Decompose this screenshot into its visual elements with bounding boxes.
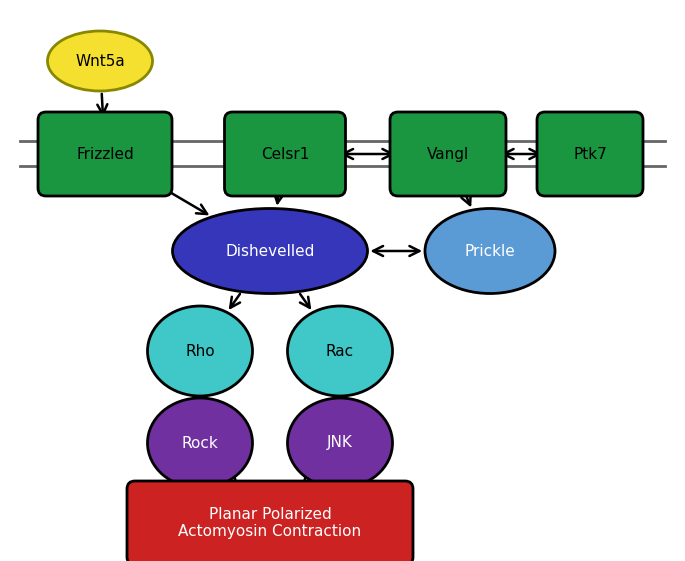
Text: Rho: Rho bbox=[185, 343, 215, 358]
Ellipse shape bbox=[288, 398, 393, 488]
Text: Ptk7: Ptk7 bbox=[573, 146, 607, 162]
Text: Vangl: Vangl bbox=[427, 146, 469, 162]
Ellipse shape bbox=[173, 209, 367, 293]
Text: Planar Polarized
Actomyosin Contraction: Planar Polarized Actomyosin Contraction bbox=[178, 507, 362, 539]
Text: Wnt5a: Wnt5a bbox=[75, 53, 125, 68]
Text: Prickle: Prickle bbox=[464, 243, 515, 259]
Text: Frizzled: Frizzled bbox=[76, 146, 134, 162]
Ellipse shape bbox=[288, 306, 393, 396]
Text: Dishevelled: Dishevelled bbox=[225, 243, 314, 259]
Ellipse shape bbox=[147, 306, 253, 396]
Text: Rac: Rac bbox=[326, 343, 354, 358]
FancyBboxPatch shape bbox=[127, 481, 413, 561]
FancyBboxPatch shape bbox=[390, 112, 506, 196]
FancyBboxPatch shape bbox=[537, 112, 643, 196]
FancyBboxPatch shape bbox=[38, 112, 172, 196]
Text: Rock: Rock bbox=[182, 435, 219, 450]
Ellipse shape bbox=[147, 398, 253, 488]
Ellipse shape bbox=[425, 209, 555, 293]
FancyBboxPatch shape bbox=[225, 112, 345, 196]
Text: Celsr1: Celsr1 bbox=[261, 146, 309, 162]
Text: JNK: JNK bbox=[327, 435, 353, 450]
Ellipse shape bbox=[47, 31, 153, 91]
